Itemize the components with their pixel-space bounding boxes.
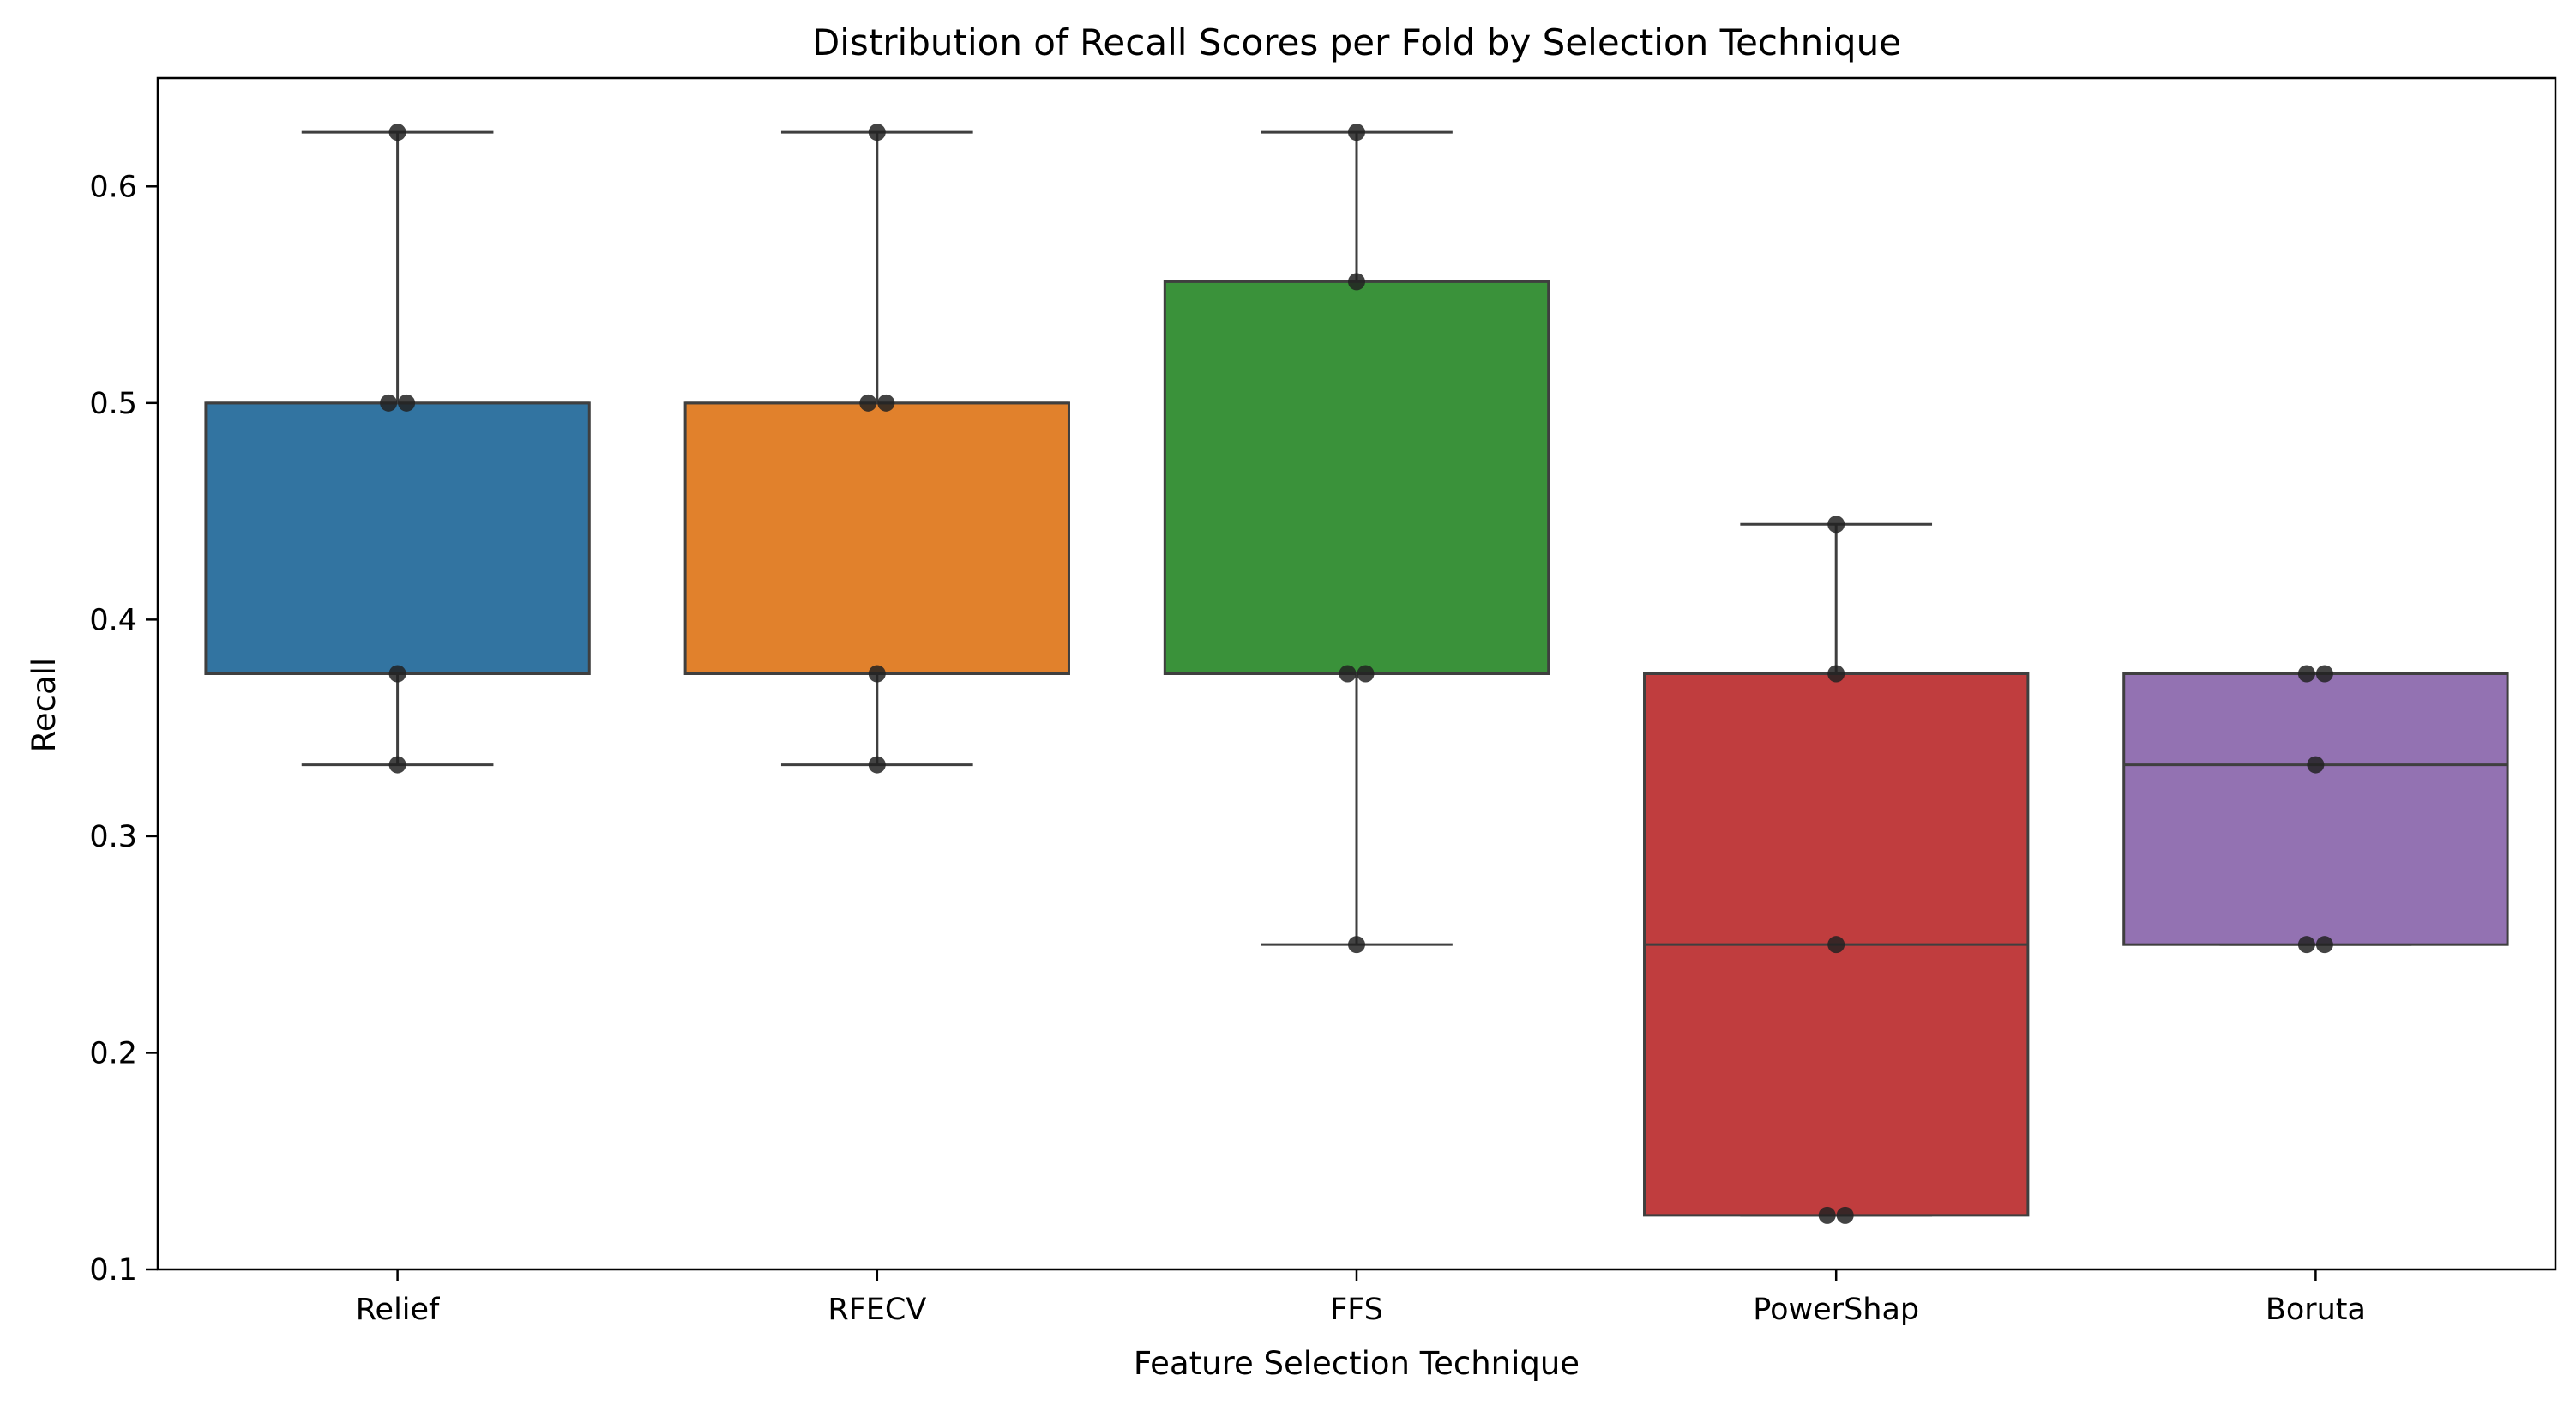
point-relief bbox=[388, 124, 406, 142]
point-rfecv bbox=[868, 124, 886, 142]
box-rfecv bbox=[683, 401, 1070, 675]
point-powershap bbox=[1818, 1206, 1836, 1224]
point-boruta bbox=[2315, 665, 2333, 683]
point-powershap bbox=[1836, 1206, 1854, 1224]
point-relief bbox=[388, 756, 406, 774]
point-ffs bbox=[1357, 665, 1375, 683]
point-relief bbox=[388, 665, 406, 683]
x-tick-label-relief: Relief bbox=[356, 1293, 440, 1327]
point-ffs bbox=[1348, 273, 1365, 291]
point-boruta bbox=[2315, 936, 2333, 954]
point-rfecv bbox=[859, 394, 877, 412]
point-rfecv bbox=[877, 394, 895, 412]
x-tick-label-powershap: PowerShap bbox=[1753, 1293, 1919, 1327]
point-rfecv bbox=[868, 665, 886, 683]
point-powershap bbox=[1827, 516, 1845, 534]
point-ffs bbox=[1348, 124, 1365, 142]
chart-title: Distribution of Recall Scores per Fold b… bbox=[812, 21, 1901, 63]
y-tick-label: 0.3 bbox=[89, 820, 137, 854]
point-powershap bbox=[1827, 936, 1845, 954]
point-boruta bbox=[2297, 665, 2315, 683]
y-tick-label: 0.6 bbox=[89, 170, 137, 204]
point-rfecv bbox=[868, 756, 886, 774]
y-tick-label: 0.4 bbox=[89, 603, 137, 637]
boxes-layer bbox=[204, 130, 2509, 1217]
point-ffs bbox=[1348, 936, 1365, 954]
point-relief bbox=[380, 394, 398, 412]
x-tick-label-boruta: Boruta bbox=[2266, 1293, 2366, 1327]
box-ffs bbox=[1163, 280, 1550, 675]
y-tick-label: 0.2 bbox=[89, 1036, 137, 1070]
point-relief bbox=[398, 394, 416, 412]
x-tick-label-ffs: FFS bbox=[1330, 1293, 1383, 1327]
point-boruta bbox=[2297, 936, 2315, 954]
point-boruta bbox=[2307, 756, 2325, 774]
y-tick-label: 0.5 bbox=[89, 387, 137, 421]
x-axis-label: Feature Selection Technique bbox=[1134, 1345, 1580, 1382]
point-powershap bbox=[1827, 665, 1845, 683]
points-layer bbox=[380, 124, 2333, 1224]
axes-layer: 0.1 0.2 0.3 0.4 0.5 0.6 Relief RFECV FFS PowerSha… bbox=[89, 76, 2557, 1327]
box-boruta bbox=[2122, 672, 2509, 946]
x-tick-label-rfecv: RFECV bbox=[828, 1293, 926, 1327]
y-tick-label: 0.1 bbox=[89, 1253, 137, 1287]
box-relief bbox=[204, 401, 591, 675]
point-ffs bbox=[1339, 665, 1357, 683]
y-axis-label: Recall bbox=[26, 658, 63, 752]
